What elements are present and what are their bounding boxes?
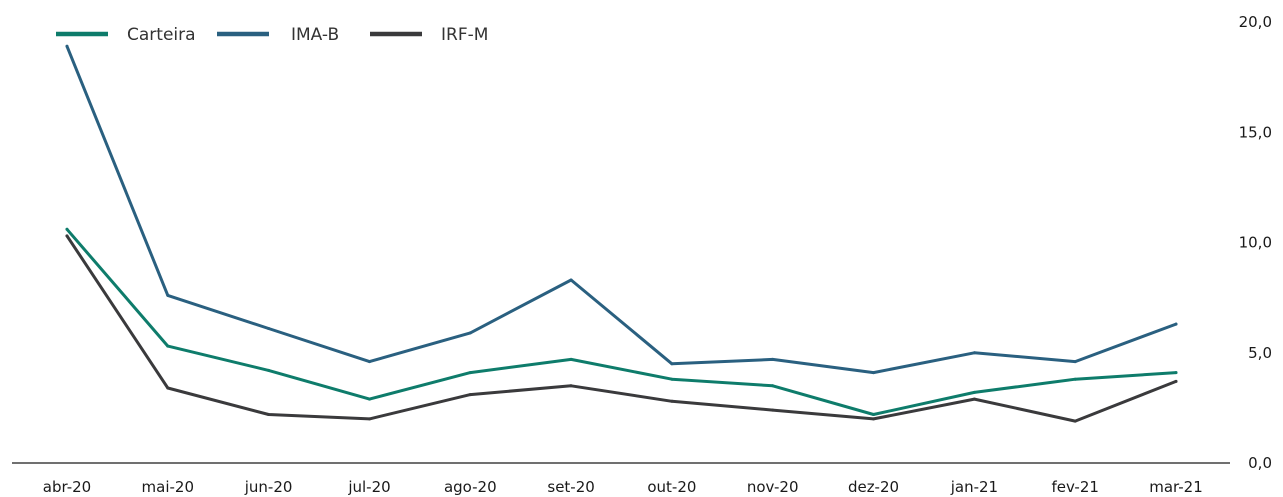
data-point: [670, 399, 674, 403]
data-point: [368, 417, 371, 421]
data-point: [670, 362, 674, 366]
x-tick-label: ago-20: [444, 478, 497, 496]
data-point: [267, 368, 271, 372]
data-point: [1174, 371, 1178, 375]
data-point: [1174, 322, 1178, 326]
x-tick-label: dez-20: [848, 478, 899, 496]
x-tick-label: mar-21: [1149, 478, 1203, 496]
y-tick-label: 15,0: [1239, 123, 1272, 141]
x-tick-label: jun-20: [244, 478, 293, 496]
data-point: [166, 293, 170, 297]
legend-label: IRF-M: [441, 25, 488, 45]
x-tick-label: out-20: [647, 478, 696, 496]
data-point: [468, 331, 472, 335]
data-point: [1073, 419, 1077, 423]
x-tick-label: set-20: [547, 478, 594, 496]
data-point: [1073, 377, 1077, 381]
data-point: [872, 371, 875, 375]
data-point: [65, 234, 69, 238]
data-point: [569, 278, 573, 282]
series-line-irf-m: [65, 234, 1178, 423]
legend: Carteira IMA-B IRF-M: [56, 25, 488, 45]
x-tick-label: mai-20: [142, 478, 194, 496]
legend-label: Carteira: [127, 25, 196, 45]
data-point: [1073, 360, 1077, 364]
data-point: [569, 357, 573, 361]
data-point: [65, 227, 69, 231]
data-point: [468, 393, 472, 397]
y-tick-label: 0,0: [1248, 454, 1272, 472]
data-point: [65, 44, 69, 48]
x-tick-label: jan-21: [950, 478, 998, 496]
x-tick-label: jul-20: [347, 478, 390, 496]
data-point: [771, 384, 775, 388]
legend-label: IMA-B: [291, 25, 339, 45]
series-layer: [65, 44, 1178, 423]
data-point: [771, 357, 775, 361]
data-point: [267, 327, 271, 330]
data-point: [368, 360, 371, 364]
y-tick-label: 10,0: [1239, 234, 1272, 252]
series-line-carteira: [65, 227, 1178, 416]
x-tick-label: fev-21: [1051, 478, 1098, 496]
y-tick-label: 20,0: [1239, 13, 1272, 31]
data-point: [368, 397, 371, 401]
data-point: [166, 344, 170, 348]
data-point: [972, 397, 976, 401]
data-point: [771, 408, 775, 412]
data-point: [872, 413, 875, 416]
data-point: [972, 351, 976, 355]
data-point: [670, 377, 674, 381]
x-axis-ticks: abr-20 mai-20 jun-20 jul-20 ago-20 set-20 out-…: [43, 478, 1203, 496]
data-point: [468, 371, 472, 375]
data-point: [1174, 379, 1178, 383]
x-tick-label: nov-20: [747, 478, 799, 496]
y-axis-ticks: 0,0 5,0 10,0 15,0 20,0: [1239, 13, 1272, 472]
data-point: [972, 390, 976, 394]
data-point: [872, 417, 875, 421]
x-tick-label: abr-20: [43, 478, 91, 496]
series-line-ima-b: [65, 44, 1178, 375]
y-tick-label: 5,0: [1248, 344, 1272, 362]
data-point: [267, 413, 271, 416]
data-point: [166, 386, 170, 390]
data-point: [569, 384, 573, 388]
